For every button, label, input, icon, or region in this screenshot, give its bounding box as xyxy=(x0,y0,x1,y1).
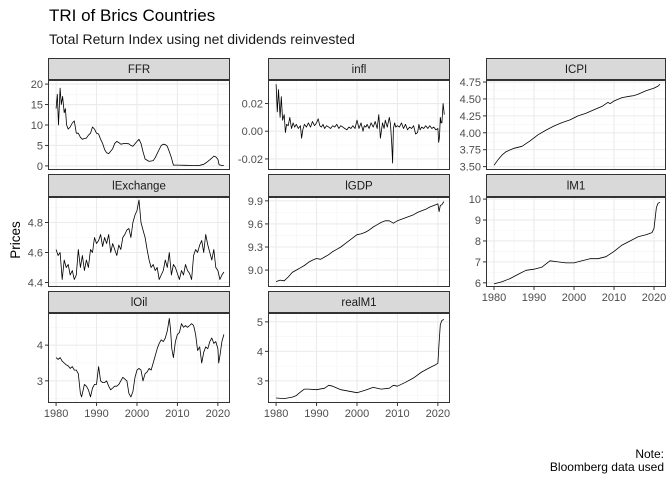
y-tick-label: 9.3 xyxy=(248,242,263,254)
panel-lm1: lM1 6 7 8 9 10 1980 1990 2000 2010 2020 xyxy=(469,174,666,304)
panel-background xyxy=(48,313,230,403)
facet-strip-label: ICPI xyxy=(565,64,587,76)
y-tick-label: 8 xyxy=(475,236,481,248)
panel-loil: lOil 3 4 1980 1990 2000 2010 2020 xyxy=(37,291,230,420)
y-tick-label: 9 xyxy=(475,215,481,227)
facet-strip-label: FFR xyxy=(128,64,150,76)
panel-border xyxy=(486,80,666,170)
facet-strip xyxy=(48,291,230,313)
facet-strip xyxy=(48,58,230,80)
x-tick-label: 1990 xyxy=(84,408,108,420)
panel-border xyxy=(48,313,230,403)
facet-strip-label: infl xyxy=(352,64,367,76)
x-tick-label: 2000 xyxy=(562,292,586,304)
series-line-realm1 xyxy=(276,319,445,400)
y-tick-label: 4 xyxy=(257,346,263,358)
y-axis-label: Prices xyxy=(8,221,23,259)
y-tick-label: 10 xyxy=(31,120,43,132)
x-tick-label: 2020 xyxy=(426,408,450,420)
y-tick-label: 4 xyxy=(37,340,43,352)
y-tick-label: 0.02 xyxy=(242,99,263,111)
facet-strip-label: lExchange xyxy=(112,181,166,193)
panel-border xyxy=(268,197,450,287)
series-line-icpi xyxy=(493,83,661,166)
facet-strip-label: realM1 xyxy=(341,297,376,309)
panel-infl: infl -0.02 0.00 0.02 xyxy=(238,58,450,170)
facet-strip xyxy=(486,174,666,197)
x-tick-label: 1990 xyxy=(304,408,328,420)
facet-strip-label: lOil xyxy=(131,297,148,309)
x-tick-label: 2010 xyxy=(165,408,189,420)
y-tick-label: 10 xyxy=(469,194,481,206)
y-tick-label: 4.8 xyxy=(28,218,43,230)
y-tick-label: 4.75 xyxy=(460,77,481,89)
x-tick-label: 2020 xyxy=(206,408,230,420)
x-tick-label: 2010 xyxy=(602,292,626,304)
series-line-lexchange xyxy=(55,199,225,280)
facet-strip xyxy=(268,174,450,197)
panel-background xyxy=(486,197,666,287)
y-tick-label: 20 xyxy=(31,79,43,91)
chart-title: TRI of Brics Countries xyxy=(49,6,216,25)
y-tick-label: 9.9 xyxy=(248,196,263,208)
y-tick-label: 4.00 xyxy=(460,128,481,140)
y-tick-label: 5 xyxy=(257,317,263,329)
facet-strip xyxy=(268,291,450,313)
caption-line-note: Note: xyxy=(635,447,664,461)
y-tick-label: 6 xyxy=(475,278,481,290)
panel-border xyxy=(268,80,450,170)
panel-border xyxy=(48,80,230,170)
facet-strip-label: lM1 xyxy=(567,181,586,193)
y-tick-label: 15 xyxy=(31,100,43,112)
facet-strip xyxy=(268,58,450,80)
panel-background xyxy=(268,80,450,170)
panel-icpi: ICPI 3.50 3.75 4.00 4.25 4.50 4.75 xyxy=(460,58,666,174)
y-tick-label: 5 xyxy=(37,140,43,152)
panel-lgdp: lGDP 9.0 9.3 9.6 9.9 xyxy=(248,174,450,287)
x-tick-label: 2000 xyxy=(125,408,149,420)
x-tick-label: 1980 xyxy=(44,408,68,420)
panel-realm1: realM1 3 4 5 1980 1990 2000 2010 2020 xyxy=(257,291,450,420)
series-line-ffr xyxy=(55,87,224,166)
panel-background xyxy=(268,313,450,403)
y-tick-label: -0.02 xyxy=(238,154,263,166)
x-tick-label: 1980 xyxy=(482,292,506,304)
panel-ffr: FFR 0 5 10 15 20 xyxy=(31,58,230,173)
y-tick-label: 4.25 xyxy=(460,111,481,123)
y-tick-label: 9.0 xyxy=(248,265,263,277)
panel-background xyxy=(48,197,230,287)
facet-strip xyxy=(48,174,230,197)
y-tick-label: 4.6 xyxy=(28,248,43,260)
chart-subtitle: Total Return Index using net dividends r… xyxy=(49,31,355,47)
series-line-infl xyxy=(275,84,445,164)
y-tick-label: 7 xyxy=(475,257,481,269)
x-tick-label: 2000 xyxy=(345,408,369,420)
series-line-loil xyxy=(55,317,225,398)
y-tick-label: 3 xyxy=(257,376,263,388)
panel-border xyxy=(48,197,230,287)
y-tick-label: 4.4 xyxy=(28,278,43,290)
y-tick-label: 9.6 xyxy=(248,219,263,231)
panel-border xyxy=(268,313,450,403)
series-line-lgdp xyxy=(275,201,445,282)
y-tick-label: 0 xyxy=(37,161,43,173)
y-tick-label: 3.50 xyxy=(460,162,481,174)
x-tick-label: 1990 xyxy=(522,292,546,304)
facet-strip-label: lGDP xyxy=(345,181,373,193)
y-tick-label: 4.50 xyxy=(460,94,481,106)
y-tick-label: 3.75 xyxy=(460,145,481,157)
caption-line-source: Bloomberg data used xyxy=(549,460,664,474)
chart-caption: Note: Bloomberg data used xyxy=(550,448,664,474)
x-tick-label: 2010 xyxy=(385,408,409,420)
panel-border xyxy=(486,197,666,287)
y-tick-label: 3 xyxy=(37,376,43,388)
panel-lexchange: lExchange 4.4 4.6 4.8 xyxy=(28,174,230,290)
series-line-lm1 xyxy=(493,201,661,285)
facet-strip xyxy=(486,58,666,80)
x-tick-label: 1980 xyxy=(264,408,288,420)
x-tick-label: 2020 xyxy=(642,292,666,304)
y-tick-label: 0.00 xyxy=(242,126,263,138)
